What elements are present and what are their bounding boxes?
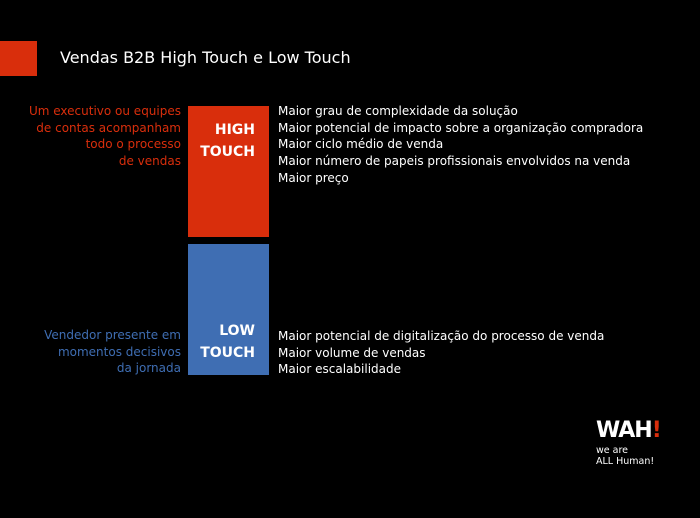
low-touch-description: Vendedor presente em momentos decisivos … [44,327,181,377]
box-label: TOUCH [200,144,255,160]
logo-tagline: ALL Human! [596,456,655,467]
logo-exclamation: ! [651,418,662,443]
low-touch-list: Maior potencial de digitalização do proc… [278,328,604,378]
desc-line: da jornada [116,361,181,376]
logo-mark: WAH! [596,418,662,443]
list-item: Maior potencial de impacto sobre a organ… [278,120,644,135]
logo-tagline: we are [596,445,628,456]
high-touch-list: Maior grau de complexidade da solução Ma… [278,103,643,187]
list-item: Maior volume de vendas [278,345,426,360]
desc-line: todo o processo [85,137,181,152]
desc-line: momentos decisivos [57,344,181,359]
list-item: Maior número de papeis profissionais env… [278,154,631,169]
low-touch-box: LOW TOUCH [188,244,269,375]
list-item: Maior ciclo médio de venda [278,137,444,152]
desc-line: de contas acompanham [36,120,181,135]
accent-square [0,41,37,76]
high-touch-description: Um executivo ou equipes de contas acompa… [29,103,181,170]
list-item: Maior escalabilidade [278,362,401,377]
high-touch-box: HIGH TOUCH [188,106,269,237]
list-item: Maior grau de complexidade da solução [278,104,518,118]
box-label: TOUCH [200,345,255,361]
desc-line: de vendas [118,154,181,169]
logo-letters: WAH [596,418,653,443]
list-item: Maior preço [278,170,349,185]
list-item: Maior potencial de digitalização do proc… [278,329,605,343]
box-label: HIGH [214,122,255,138]
brand-logo: WAH! we are ALL Human! [596,418,662,468]
box-label: LOW [219,323,255,339]
desc-line: Vendedor presente em [44,328,181,342]
desc-line: Um executivo ou equipes [28,104,181,118]
slide-title: Vendas B2B High Touch e Low Touch [60,48,351,67]
